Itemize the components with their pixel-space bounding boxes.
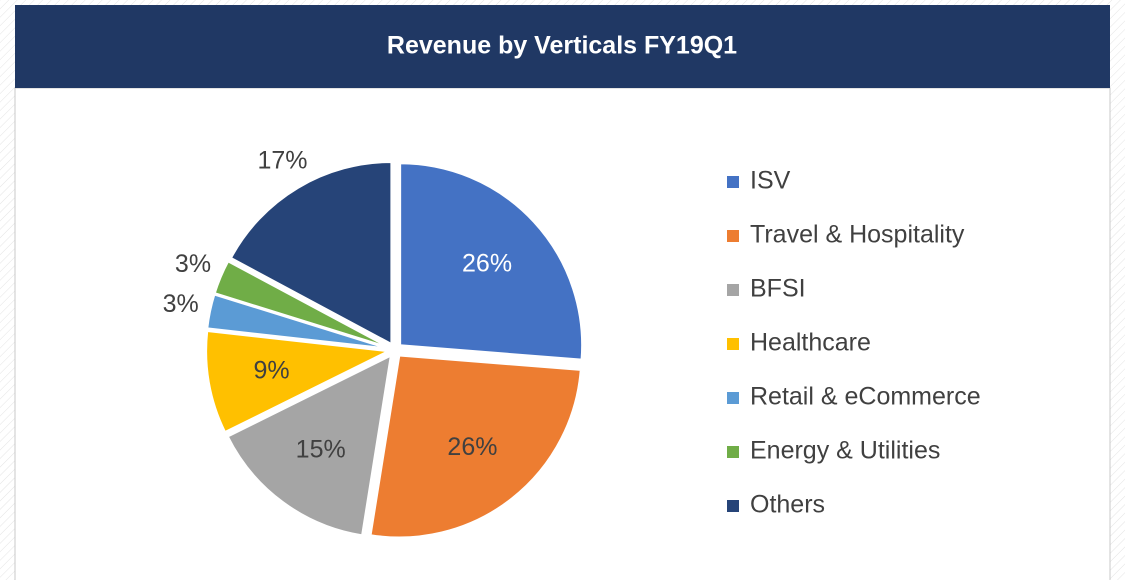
value-label: 26% [462,250,512,278]
value-label: 26% [447,433,497,461]
pie-slice [213,259,390,349]
legend-label: BFSI [750,275,806,303]
value-label: 17% [257,147,307,175]
value-label: 9% [254,356,290,384]
legend-swatch [727,446,739,458]
pie-slice [399,162,584,361]
value-label: 3% [163,290,199,318]
legend-label: Retail & eCommerce [750,383,981,411]
legend-label: Healthcare [750,329,871,357]
value-label: 3% [175,250,211,278]
legend-swatch [727,338,739,350]
legend-label: Energy & Utilities [750,437,940,465]
pie-slice [369,354,582,539]
header-bar [15,5,1110,88]
pie: 26% 26% 15% 9% 3% 3% 17% [163,147,584,539]
legend-label: Travel & Hospitality [750,221,965,249]
chart-title: Revenue by Verticals FY19Q1 [387,32,737,60]
value-label: 15% [296,436,346,464]
legend-swatch [727,392,739,404]
pie-slice [229,160,393,346]
legend-swatch [727,176,739,188]
pie-slice [206,293,389,350]
legend-swatch [727,500,739,512]
legend-label: ISV [750,167,791,195]
legend-swatch [727,230,739,242]
legend-label: Others [750,491,825,519]
pie-slice [205,329,392,434]
legend: ISV Travel & Hospitality BFSI Healthcare Ret… [727,167,981,519]
pie-slice [226,353,393,537]
legend-swatch [727,284,739,296]
